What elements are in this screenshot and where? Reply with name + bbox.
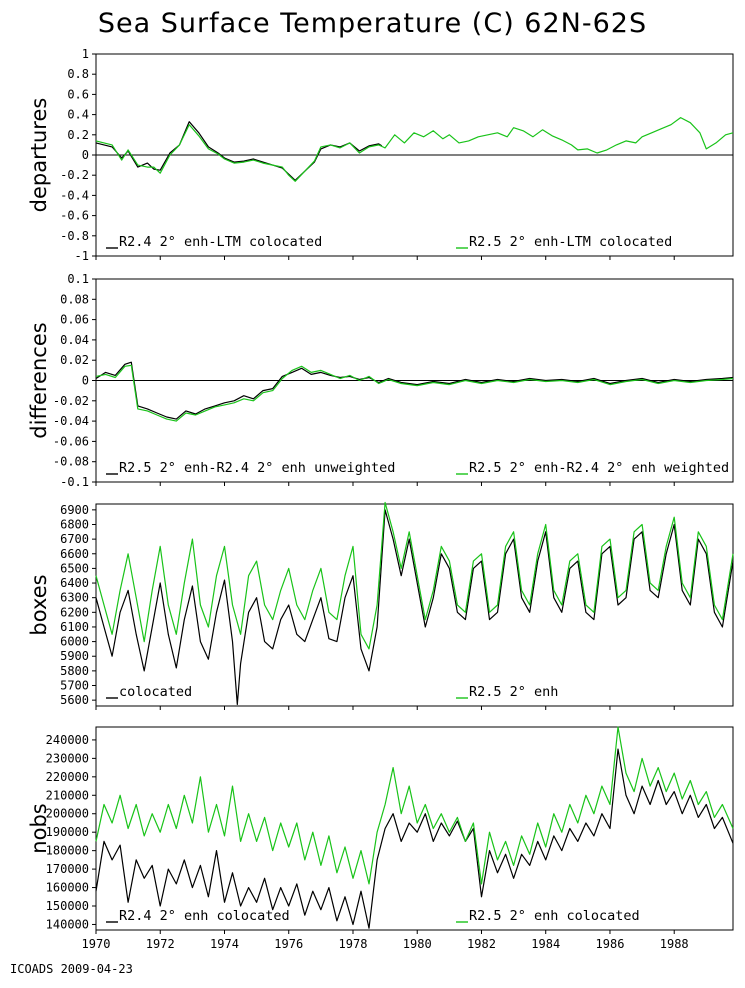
departures-ytick-label: 0.2 bbox=[67, 128, 89, 142]
boxes-ytick-label: 6800 bbox=[60, 517, 89, 531]
boxes-series-black-line bbox=[95, 509, 734, 706]
x-tick-label: 1970 bbox=[82, 937, 111, 951]
x-tick-label: 1984 bbox=[531, 937, 560, 951]
boxes-ytick-label: 6500 bbox=[60, 561, 89, 575]
boxes-ytick-label: 6100 bbox=[60, 620, 89, 634]
differences-series-black-line bbox=[95, 361, 734, 420]
boxes-ytick-label: 6700 bbox=[60, 532, 89, 546]
boxes-frame bbox=[95, 503, 734, 707]
differences-series-green-line bbox=[95, 364, 734, 422]
differences-axis-label: differences bbox=[27, 322, 51, 438]
x-tick-label: 1988 bbox=[660, 937, 689, 951]
differences-legend-label-black: R2.5 2° enh-R2.4 2° enh unweighted bbox=[119, 460, 395, 476]
nobs-ytick-label: 140000 bbox=[46, 917, 89, 931]
differences-ytick-label: -0.04 bbox=[53, 414, 89, 428]
boxes-legend-label-green: R2.5 2° enh bbox=[469, 684, 558, 700]
x-tick-label: 1986 bbox=[596, 937, 625, 951]
departures-ytick-label: 0 bbox=[82, 148, 89, 162]
nobs-series-black-line bbox=[95, 748, 734, 929]
boxes-ytick-label: 5900 bbox=[60, 649, 89, 663]
differences-ytick-label: 0.1 bbox=[67, 272, 89, 286]
nobs-ytick-label: 220000 bbox=[46, 770, 89, 784]
nobs-series-green-line bbox=[95, 726, 734, 885]
departures-ytick-label: 0.4 bbox=[67, 108, 89, 122]
nobs-ytick-label: 180000 bbox=[46, 844, 89, 858]
x-tick-label: 1978 bbox=[339, 937, 368, 951]
nobs-ytick-label: 230000 bbox=[46, 751, 89, 765]
boxes-ytick-label: 5800 bbox=[60, 664, 89, 678]
departures-ytick-label: 0.8 bbox=[67, 67, 89, 81]
boxes-series-green-line bbox=[95, 501, 734, 650]
nobs-ytick-label: 240000 bbox=[46, 733, 89, 747]
nobs-axis-label: nobs bbox=[27, 803, 51, 853]
nobs-ytick-label: 210000 bbox=[46, 788, 89, 802]
departures-ytick-label: -1 bbox=[75, 249, 89, 263]
chart-title: Sea Surface Temperature (C) 62N-62S bbox=[97, 8, 648, 39]
differences-ytick-label: -0.08 bbox=[53, 455, 89, 469]
boxes-ytick-label: 6900 bbox=[60, 503, 89, 517]
boxes-ytick-label: 6400 bbox=[60, 576, 89, 590]
x-tick-label: 1976 bbox=[274, 937, 303, 951]
nobs-ytick-label: 170000 bbox=[46, 862, 89, 876]
boxes-ytick-label: 5700 bbox=[60, 679, 89, 693]
boxes-axis-label: boxes bbox=[27, 574, 51, 635]
nobs-ytick-label: 200000 bbox=[46, 807, 89, 821]
differences-legend-label-green: R2.5 2° enh-R2.4 2° enh weighted bbox=[469, 460, 729, 476]
nobs-ytick-label: 160000 bbox=[46, 881, 89, 895]
nobs-ytick-label: 190000 bbox=[46, 825, 89, 839]
differences-ytick-label: 0.06 bbox=[60, 313, 89, 327]
footer-credit: ICOADS 2009-04-23 bbox=[10, 962, 133, 976]
departures-ytick-label: -0.2 bbox=[60, 168, 89, 182]
boxes-ytick-label: 6300 bbox=[60, 591, 89, 605]
differences-ytick-label: -0.02 bbox=[53, 394, 89, 408]
departures-legend-label-black: R2.4 2° enh-LTM colocated bbox=[119, 234, 322, 250]
departures-ytick-label: 1 bbox=[82, 47, 89, 61]
differences-ytick-label: 0.08 bbox=[60, 292, 89, 306]
departures-ytick-label: -0.6 bbox=[60, 209, 89, 223]
x-tick-label: 1972 bbox=[146, 937, 175, 951]
departures-ytick-label: -0.4 bbox=[60, 188, 89, 202]
boxes-ytick-label: 6600 bbox=[60, 547, 89, 561]
nobs-ytick-label: 150000 bbox=[46, 899, 89, 913]
departures-ytick-label: 0.6 bbox=[67, 87, 89, 101]
differences-ytick-label: 0 bbox=[82, 374, 89, 388]
boxes-ytick-label: 5600 bbox=[60, 693, 89, 707]
departures-series-black-line bbox=[95, 121, 383, 181]
boxes-ytick-label: 6200 bbox=[60, 605, 89, 619]
boxes-ytick-label: 6000 bbox=[60, 635, 89, 649]
differences-ytick-label: 0.02 bbox=[60, 353, 89, 367]
departures-legend-label-green: R2.5 2° enh-LTM colocated bbox=[469, 234, 672, 250]
x-tick-label: 1980 bbox=[403, 937, 432, 951]
nobs-legend-label-black: R2.4 2° enh colocated bbox=[119, 908, 290, 924]
departures-ytick-label: -0.8 bbox=[60, 229, 89, 243]
departures-series-green-line bbox=[95, 116, 734, 182]
boxes-legend-label-black: colocated bbox=[119, 684, 192, 700]
differences-ytick-label: 0.04 bbox=[60, 333, 89, 347]
x-tick-label: 1974 bbox=[210, 937, 239, 951]
differences-ytick-label: -0.1 bbox=[60, 475, 89, 489]
differences-ytick-label: -0.06 bbox=[53, 434, 89, 448]
nobs-legend-label-green: R2.5 2° enh colocated bbox=[469, 908, 640, 924]
departures-axis-label: departures bbox=[27, 98, 51, 213]
x-tick-label: 1982 bbox=[467, 937, 496, 951]
